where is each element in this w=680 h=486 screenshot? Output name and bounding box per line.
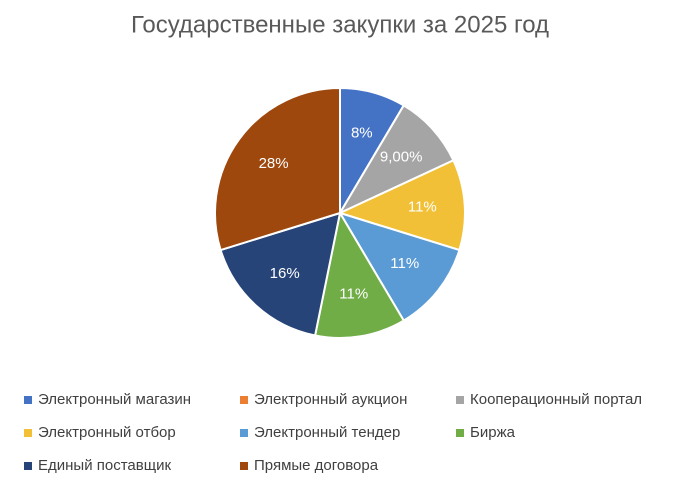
legend-label: Кооперационный портал: [470, 391, 642, 408]
data-label: 8%: [351, 124, 373, 141]
legend-label: Прямые договора: [254, 457, 379, 474]
pie-slice: [219, 211, 342, 337]
legend-marker: [24, 396, 32, 404]
data-label: 28%: [259, 155, 289, 172]
legend-label: Электронный тендер: [254, 424, 400, 441]
data-label: 11%: [408, 198, 437, 215]
legend-label: Электронный отбор: [38, 424, 176, 441]
legend-marker: [456, 396, 464, 404]
legend-marker: [240, 429, 248, 437]
legend-label: Электронный аукцион: [254, 391, 407, 408]
data-label: 11%: [390, 255, 419, 272]
legend-marker: [24, 462, 32, 470]
pie-slice: [214, 86, 341, 252]
legend-marker: [24, 429, 32, 437]
legend-label: Электронный магазин: [38, 391, 191, 408]
legend-marker: [456, 429, 464, 437]
pie-slice: [337, 104, 455, 216]
legend-marker: [240, 396, 248, 404]
data-label: 16%: [270, 265, 300, 282]
pie-slice: [313, 210, 406, 339]
data-label: 9,00%: [380, 149, 423, 166]
legend-label: Биржа: [470, 424, 516, 441]
pie-slice: [337, 159, 466, 252]
pie-slice: [337, 211, 461, 322]
legend-label: Единый поставщик: [38, 457, 171, 474]
legend-marker: [240, 462, 248, 470]
data-label: 11%: [339, 285, 368, 302]
chart-title: Государственные закупки за 2025 год: [131, 11, 549, 38]
